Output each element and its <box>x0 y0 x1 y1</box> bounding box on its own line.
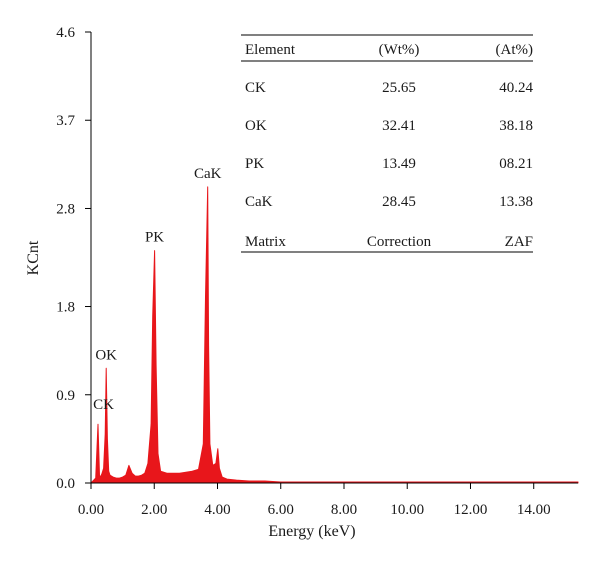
table-header-cell-2: (At%) <box>496 42 534 58</box>
peak-annotations: CK OK PK CaK <box>93 166 221 413</box>
table-row-cell-0: PK <box>245 156 264 172</box>
table-row-cell-1: 13.49 <box>382 156 416 172</box>
y-tick-label: 0.0 <box>56 476 75 492</box>
plot-area <box>90 186 579 484</box>
table-row-cell-2: 08.21 <box>499 156 533 172</box>
spectrum-series-0 <box>90 186 579 484</box>
y-tick-label: 0.9 <box>56 388 75 404</box>
x-tick-label: 4.00 <box>204 502 230 518</box>
x-tick-label: 2.00 <box>141 502 167 518</box>
x-tick-label: 6.00 <box>268 502 294 518</box>
table-row-cell-0: CaK <box>245 194 273 210</box>
table-row-cell-2: 38.18 <box>499 118 533 134</box>
y-tick-label: 4.6 <box>56 25 75 41</box>
table-row-cell-1: 28.45 <box>382 194 416 210</box>
table-row-cell-0: CK <box>245 80 266 96</box>
x-axis-title: Energy (keV) <box>268 523 355 540</box>
y-axis-title: KCnt <box>25 240 42 275</box>
table-footer-cell-2: ZAF <box>505 234 533 250</box>
table-cells: Element (Wt%) (At%) CK 25.65 40.24 OK 32.41 38.1… <box>245 42 534 250</box>
table-row-cell-2: 13.38 <box>499 194 533 210</box>
table-footer-cell-1: Correction <box>367 234 432 250</box>
x-tick-label: 0.00 <box>78 502 104 518</box>
peak-label-cak: CaK <box>194 166 222 182</box>
x-tick-label: 8.00 <box>331 502 357 518</box>
table-row-cell-1: 25.65 <box>382 80 416 96</box>
y-tick-label: 3.7 <box>56 113 75 129</box>
table-row-cell-0: OK <box>245 118 267 134</box>
table-row-cell-2: 40.24 <box>499 80 533 96</box>
peak-label-ok: OK <box>95 347 117 363</box>
peak-label-ck: CK <box>93 397 114 413</box>
y-axis-ticks: 0.0 0.9 1.8 2.8 3.7 4.6 <box>56 25 91 492</box>
x-tick-label: 10.00 <box>390 502 424 518</box>
table-header-cell-1: (Wt%) <box>379 42 420 58</box>
table-header-cell-0: Element <box>245 42 296 58</box>
x-tick-label: 14.00 <box>517 502 551 518</box>
y-tick-label: 2.8 <box>56 201 75 217</box>
peak-label-pk: PK <box>145 230 164 246</box>
x-axis-ticks: 0.00 2.00 4.00 6.00 8.00 10.00 12.00 14.00 <box>78 483 551 518</box>
table-footer-cell-0: Matrix <box>245 234 286 250</box>
y-tick-label: 1.8 <box>56 300 75 316</box>
table-row-cell-1: 32.41 <box>382 118 416 134</box>
composition-table: Element (Wt%) (At%) CK 25.65 40.24 OK 32.41 38.1… <box>241 34 534 253</box>
x-tick-label: 12.00 <box>454 502 488 518</box>
